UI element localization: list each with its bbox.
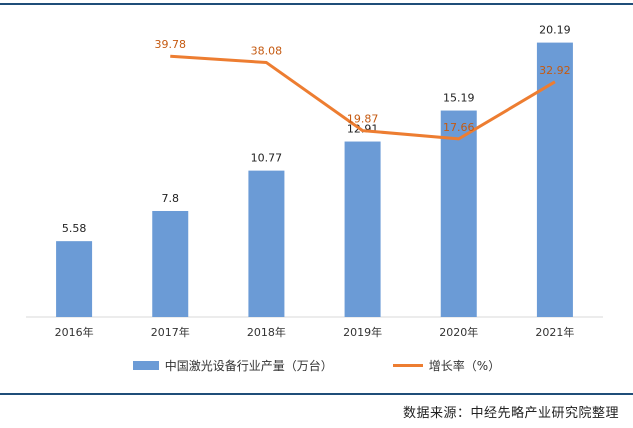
top-border: [0, 3, 633, 5]
legend-label-output: 中国激光设备行业产量（万台）: [164, 358, 333, 373]
line-label-3: 19.87: [347, 113, 379, 126]
legend: 中国激光设备行业产量（万台） 增长率（%）: [0, 355, 633, 375]
bar-1: [152, 210, 189, 317]
bar-3: [344, 141, 381, 317]
line-label-2: 38.08: [251, 45, 283, 58]
growth-rate-line: [170, 54, 556, 141]
legend-item-output: 中国激光设备行业产量（万台）: [132, 357, 333, 374]
x-tick-1: 2017年: [151, 325, 190, 339]
line-label-4: 17.66: [443, 121, 475, 134]
bar-label-5: 20.19: [539, 24, 571, 37]
bar-0: [56, 241, 93, 317]
bar-label-4: 15.19: [443, 92, 475, 105]
x-tick-4: 2020年: [439, 325, 478, 339]
bar-4: [440, 110, 477, 317]
bar-label-1: 7.8: [162, 192, 180, 205]
x-tick-3: 2019年: [343, 325, 382, 339]
x-tick-5: 2021年: [535, 325, 574, 339]
bottom-border: [0, 393, 633, 395]
x-tick-0: 2016年: [55, 325, 94, 339]
source-note: 数据来源：中经先略产业研究院整理: [402, 406, 619, 421]
bar-label-0: 5.58: [62, 222, 87, 235]
legend-swatch-growth: [392, 363, 423, 367]
bar-2: [248, 170, 285, 317]
line-label-5: 32.92: [539, 64, 571, 77]
legend-item-growth: 增长率（%）: [392, 357, 501, 374]
bar-5: [536, 42, 573, 317]
x-tick-2: 2018年: [247, 325, 286, 339]
legend-swatch-output: [132, 360, 159, 370]
line-label-1: 39.78: [155, 38, 187, 51]
bar-label-2: 10.77: [251, 152, 283, 165]
legend-label-growth: 增长率（%）: [428, 358, 501, 373]
